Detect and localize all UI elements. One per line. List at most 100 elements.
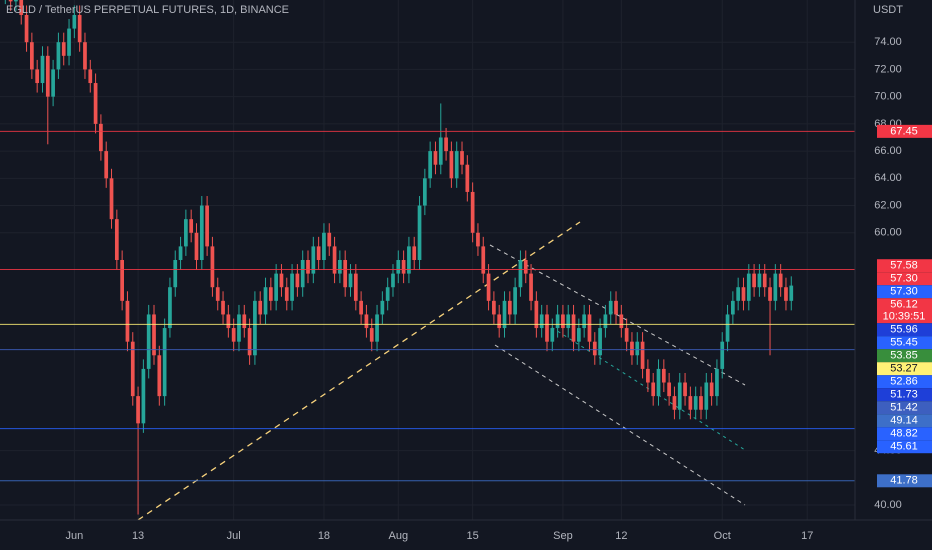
candle-body	[683, 382, 687, 397]
candle-body	[322, 232, 326, 260]
price-tag	[877, 298, 932, 324]
candle-body	[279, 273, 284, 288]
price-tag	[877, 336, 932, 350]
candle-body	[338, 260, 342, 274]
price-tag	[877, 349, 932, 363]
candle-body	[444, 137, 448, 152]
candle-body	[67, 28, 71, 56]
candle-body	[513, 287, 517, 315]
candle-body	[19, 0, 24, 15]
candle-body	[518, 260, 523, 288]
candle-body	[640, 341, 645, 369]
candle-body	[778, 273, 783, 288]
channel-line	[494, 344, 746, 506]
candle-body	[784, 287, 788, 301]
candle-body	[199, 205, 204, 260]
candle-body	[295, 273, 300, 288]
candle-body	[576, 328, 581, 342]
candle-body	[56, 42, 61, 70]
candle-body	[715, 368, 719, 397]
candle-body	[438, 137, 443, 165]
candle-body	[407, 246, 411, 274]
candle-body	[651, 382, 656, 397]
candle-body	[502, 300, 507, 329]
candle-body	[746, 273, 751, 301]
candle-body	[752, 273, 756, 288]
candle-body	[603, 314, 608, 329]
candle-body	[646, 368, 650, 383]
candle-body	[762, 273, 767, 288]
candle-body	[693, 396, 698, 410]
candle-body	[667, 382, 671, 397]
y-tick-label: 60.00	[874, 227, 902, 239]
candle-body	[253, 300, 257, 356]
y-tick-label: 64.00	[874, 172, 902, 184]
candle-body	[619, 314, 624, 329]
candle-body	[247, 328, 252, 356]
candle-body	[555, 314, 560, 329]
candle-body	[284, 287, 289, 301]
candle-body	[534, 300, 539, 329]
candle-body	[757, 273, 762, 288]
candle-body	[274, 273, 279, 301]
currency-label: USDT	[873, 4, 903, 16]
candle-body	[45, 55, 50, 97]
candle-body	[30, 42, 34, 70]
candle-body	[523, 260, 528, 274]
price-tag	[877, 440, 932, 454]
candle-body	[699, 396, 703, 410]
candle-body	[656, 368, 661, 397]
candle-body	[359, 300, 363, 315]
candle-body	[72, 14, 77, 29]
candle-body	[136, 396, 140, 424]
price-tag	[877, 427, 932, 441]
candle-body	[14, 0, 18, 2]
candle-body	[184, 219, 188, 247]
candle-body	[598, 328, 602, 356]
price-tag-label: 53.27	[890, 363, 918, 375]
candle-body	[412, 246, 417, 260]
candle-body	[566, 314, 571, 329]
y-tick-label: 74.00	[874, 36, 902, 48]
candle-body	[497, 314, 502, 329]
candle-body	[35, 69, 40, 84]
y-tick-label: 70.00	[874, 91, 902, 103]
candle-body	[231, 328, 236, 342]
candle-body	[672, 396, 677, 410]
candle-body	[454, 151, 459, 179]
candle-body	[353, 273, 358, 301]
candle-body	[529, 273, 533, 301]
candle-body	[343, 260, 348, 288]
candle-body	[168, 287, 172, 329]
candle-body	[624, 328, 629, 342]
candle-body	[226, 314, 231, 329]
candle-body	[364, 314, 369, 329]
price-tag-label: 49.14	[890, 415, 918, 427]
candle-body	[173, 260, 178, 288]
candle-body	[635, 341, 640, 356]
price-tag-label: 56.12	[890, 299, 918, 311]
price-tag	[877, 414, 932, 428]
candle-body	[332, 246, 337, 274]
price-tag-label: 48.82	[890, 428, 918, 440]
price-tag	[877, 124, 932, 138]
candle-body	[545, 314, 549, 342]
candle-body	[704, 382, 709, 410]
candle-body	[8, 0, 13, 2]
candle-body	[661, 368, 666, 383]
candle-body	[215, 287, 220, 301]
x-tick-label: 13	[132, 530, 144, 542]
price-tag-label: 57.58	[890, 260, 918, 272]
candle-body	[141, 368, 146, 424]
candle-body	[221, 300, 225, 315]
price-tag-label: 57.30	[890, 286, 918, 298]
candle-body	[385, 287, 390, 301]
countdown-label: 10:39:51	[883, 311, 926, 323]
price-tag-label: 55.96	[890, 324, 918, 336]
y-tick-label: 66.00	[874, 145, 902, 157]
x-tick-label: Oct	[714, 530, 731, 542]
candle-body	[768, 287, 772, 301]
candle-body	[178, 246, 183, 260]
